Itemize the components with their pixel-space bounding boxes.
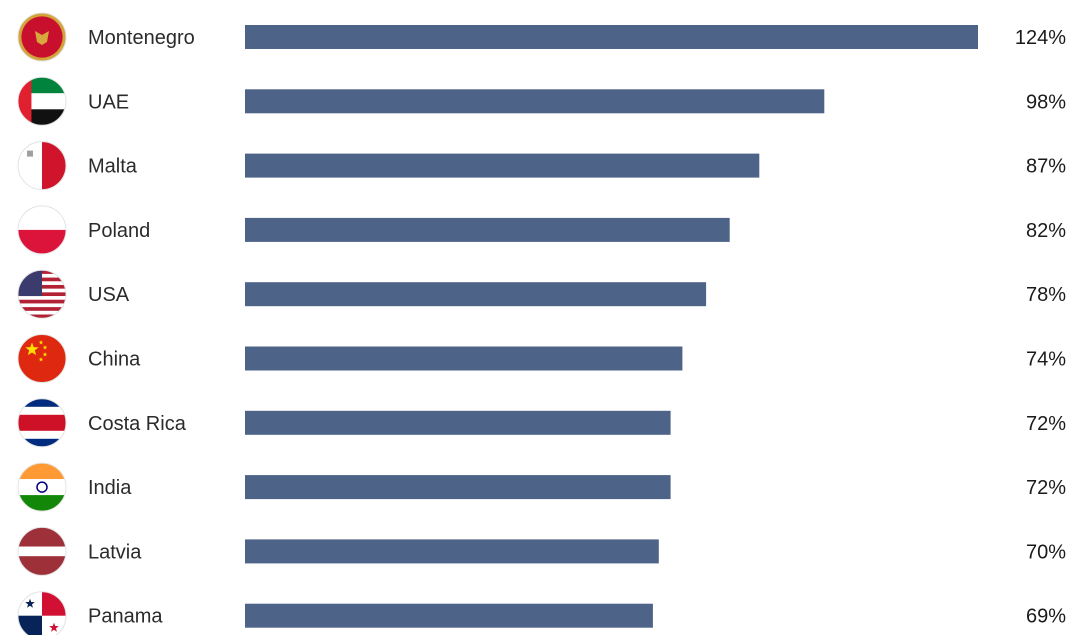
bar: [245, 603, 653, 628]
value-label: 124%: [1015, 27, 1066, 49]
value-label: 78%: [1026, 284, 1066, 306]
value-label: 72%: [1026, 477, 1066, 499]
bar: [245, 539, 659, 564]
bar: [245, 475, 671, 500]
malta-flag-icon: [17, 141, 67, 191]
category-label: Panama: [88, 606, 163, 628]
category-label: UAE: [88, 91, 129, 113]
value-label: 98%: [1026, 91, 1066, 113]
bar: [245, 217, 730, 242]
category-label: Latvia: [88, 541, 142, 563]
usa-flag-icon: [17, 269, 67, 319]
category-label: Montenegro: [88, 27, 195, 49]
value-label: 72%: [1026, 413, 1066, 435]
category-label: India: [88, 477, 132, 499]
panama-flag-icon: [17, 591, 67, 635]
chart-row: India 72%: [17, 462, 1066, 512]
bar: [245, 410, 671, 435]
bar: [245, 153, 760, 178]
bar: [245, 89, 825, 114]
value-label: 74%: [1026, 349, 1066, 371]
chart-row: Costa Rica 72%: [17, 398, 1066, 448]
chart-row: China 74%: [17, 334, 1066, 383]
poland-flag-icon: [17, 205, 67, 255]
category-label: Malta: [88, 156, 138, 178]
chart-row: Latvia 70%: [17, 526, 1066, 576]
category-label: Costa Rica: [88, 413, 187, 435]
chart-row: UAE 98%: [17, 76, 1066, 126]
category-label: USA: [88, 284, 130, 306]
chart-row: Montenegro 124%: [17, 12, 1066, 62]
category-label: Poland: [88, 220, 150, 242]
value-label: 82%: [1026, 220, 1066, 242]
india-flag-icon: [17, 462, 67, 512]
value-label: 70%: [1026, 541, 1066, 563]
costa-rica-flag-icon: [17, 398, 67, 448]
china-flag-icon: [17, 334, 67, 383]
montenegro-flag-icon: [17, 12, 67, 62]
bar: [245, 282, 707, 307]
chart-row: Poland 82%: [17, 205, 1066, 255]
uae-flag-icon: [17, 76, 67, 126]
value-label: 87%: [1026, 156, 1066, 178]
bar: [245, 346, 683, 371]
chart-row: Malta 87%: [17, 141, 1066, 191]
category-label: China: [88, 349, 141, 371]
latvia-flag-icon: [17, 526, 67, 576]
chart-row: USA 78%: [17, 269, 1066, 319]
value-label: 69%: [1026, 606, 1066, 628]
chart-row: Panama 69%: [17, 591, 1066, 635]
bar: [245, 25, 978, 49]
